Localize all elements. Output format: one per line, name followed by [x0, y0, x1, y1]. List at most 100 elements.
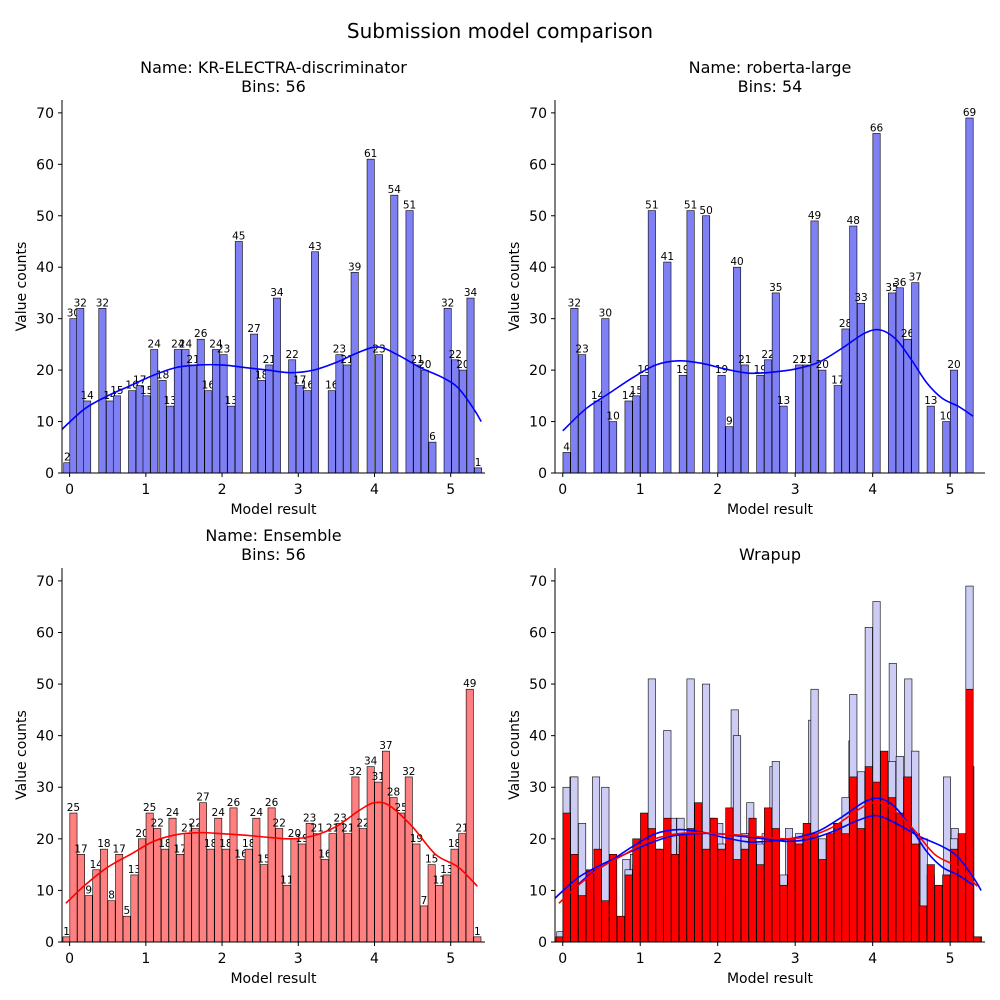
overlay-red-bar	[616, 915, 625, 943]
bar	[115, 854, 124, 943]
overlay-red-bar	[973, 936, 982, 943]
bar-value-label: 26	[194, 328, 208, 340]
y-axis-label: Value counts	[14, 242, 30, 332]
bar-value-label: 17	[831, 375, 844, 387]
y-axis-label: Value counts	[14, 710, 30, 800]
bar	[841, 328, 850, 474]
bar-value-label: 19	[676, 364, 689, 376]
bar	[375, 354, 383, 474]
bar	[435, 884, 444, 943]
bar-value-label: 34	[464, 287, 478, 299]
x-tick-label: 2	[218, 951, 227, 967]
y-tick-label: 0	[45, 466, 54, 482]
bar	[872, 133, 881, 474]
bar	[795, 364, 804, 474]
bar	[77, 854, 85, 943]
bar	[260, 864, 268, 943]
overlay-red-bar	[880, 750, 889, 943]
bar	[214, 817, 223, 943]
bar-value-label: 32	[402, 766, 415, 778]
bar	[725, 426, 734, 474]
bar-value-label: 34	[270, 287, 284, 299]
bar-value-label: 17	[293, 375, 306, 387]
bar	[562, 452, 571, 474]
kde-curve	[562, 328, 974, 432]
y-axis-label: Value counts	[507, 710, 523, 800]
overlay-red-bar	[562, 812, 571, 943]
bar	[818, 369, 827, 474]
bar	[130, 874, 139, 943]
y-tick-label: 50	[529, 209, 547, 225]
bar-value-label: 15	[425, 854, 438, 866]
y-tick-label: 0	[45, 935, 54, 951]
y-tick-label: 70	[36, 574, 54, 590]
bar	[359, 828, 367, 943]
overlay-red-bar	[740, 848, 749, 943]
bar-value-label: 14	[90, 859, 104, 871]
bar-value-label: 54	[388, 184, 402, 196]
bar-value-label: 25	[67, 802, 80, 814]
overlay-red-bar	[593, 848, 602, 943]
y-tick-label: 40	[529, 729, 547, 745]
panel-title: Wrapup	[739, 545, 801, 564]
bar-value-label: 32	[96, 297, 109, 309]
bar-value-label: 35	[885, 282, 898, 294]
bar	[221, 848, 230, 943]
bar-value-label: 48	[847, 215, 860, 227]
overlay-red-bar	[555, 936, 564, 943]
bar-value-label: 20	[135, 828, 148, 840]
bar	[849, 225, 858, 474]
bar	[420, 905, 428, 943]
bar-value-label: 24	[212, 807, 226, 819]
bar	[802, 364, 811, 474]
bar	[413, 364, 422, 474]
bar-value-label: 21	[455, 823, 468, 835]
bar	[273, 297, 281, 474]
bar	[181, 349, 190, 474]
bar-value-label: 13	[128, 864, 141, 876]
bar	[374, 781, 383, 943]
bar	[250, 333, 258, 474]
overlay-red-bar	[694, 802, 703, 943]
overlay-red-bar	[934, 884, 943, 943]
overlay-red-bar	[965, 688, 974, 943]
bar	[466, 297, 475, 474]
bar	[107, 900, 116, 943]
bar-value-label: 5	[123, 905, 130, 917]
bar	[69, 318, 78, 474]
panel-title: Name: roberta-large	[689, 58, 852, 77]
bar-value-label: 20	[456, 359, 469, 371]
bar	[390, 194, 399, 474]
bar-value-label: 49	[808, 210, 821, 222]
bar	[458, 833, 467, 943]
overlay-red-bar	[833, 823, 842, 943]
overlay-red-bar	[655, 848, 664, 943]
bar	[442, 874, 451, 943]
bar-value-label: 14	[80, 390, 94, 402]
bar-value-label: 37	[379, 740, 392, 752]
x-tick-label: 1	[636, 951, 645, 967]
y-tick-label: 60	[36, 625, 54, 641]
bar	[69, 812, 78, 943]
overlay-red-bar	[810, 833, 819, 943]
x-tick-label: 3	[791, 482, 800, 498]
bar	[166, 405, 175, 474]
x-tick-label: 4	[370, 482, 379, 498]
x-tick-label: 2	[713, 482, 722, 498]
bar	[756, 374, 765, 474]
bar-value-label: 11	[280, 874, 293, 886]
x-tick-label: 1	[141, 951, 150, 967]
bar	[336, 823, 345, 943]
bar	[219, 354, 228, 474]
y-tick-label: 30	[529, 312, 547, 328]
bar-value-label: 34	[364, 756, 378, 768]
bar	[381, 750, 390, 943]
bar-value-label: 27	[196, 792, 209, 804]
y-tick-label: 40	[36, 729, 54, 745]
bar-value-label: 23	[333, 344, 346, 356]
bar-value-label: 22	[761, 349, 774, 361]
bar-value-label: 45	[232, 230, 245, 242]
x-axis-label: Model result	[230, 971, 317, 987]
bar	[206, 848, 215, 943]
bar-value-label: 24	[166, 807, 180, 819]
